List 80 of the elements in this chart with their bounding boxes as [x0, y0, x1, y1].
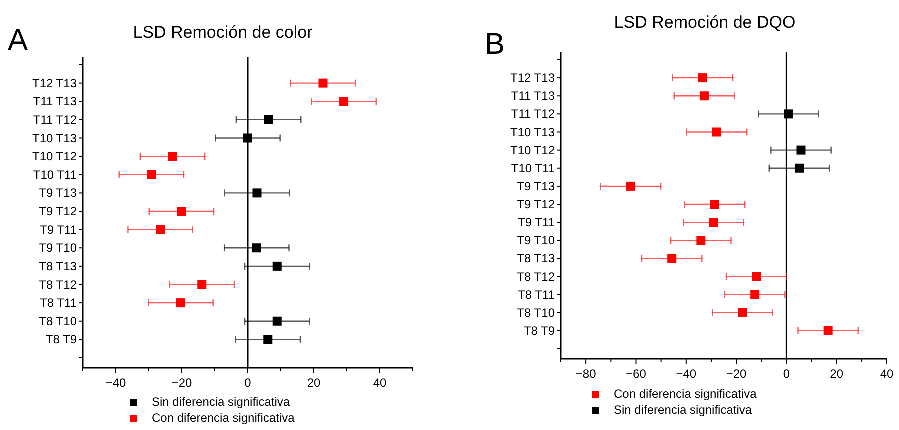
y-tick-label: T10 T12 — [32, 150, 78, 164]
point — [709, 218, 718, 228]
point — [156, 225, 166, 234]
point — [264, 115, 274, 124]
point — [796, 146, 806, 155]
x-tick-label: −20 — [172, 376, 192, 390]
y-tick-label: T11 T12 — [511, 107, 556, 122]
legend-label: Con diferencia significativa — [152, 411, 296, 425]
point — [177, 207, 186, 216]
point — [318, 78, 328, 88]
y-tick-label: T8 T10 — [517, 306, 556, 320]
x-tick-label: 20 — [307, 376, 321, 390]
y-tick-label: T9 T11 — [40, 222, 78, 237]
point — [696, 236, 706, 246]
point — [252, 244, 262, 253]
y-tick-label: T10 T13 — [510, 125, 556, 140]
point — [738, 308, 748, 318]
x-tick-label: −20 — [726, 367, 748, 381]
point — [750, 290, 760, 300]
x-tick-label: 0 — [783, 367, 790, 381]
x-tick-label: −60 — [626, 367, 647, 381]
point — [252, 188, 262, 198]
x-tick-label: −40 — [106, 376, 126, 390]
point — [698, 74, 708, 83]
point — [176, 298, 186, 308]
y-tick-label: T10 T12 — [510, 143, 556, 158]
y-tick-label: T8 T9 — [46, 332, 78, 347]
y-tick-label: T8 T12 — [39, 278, 78, 292]
point — [824, 326, 833, 336]
y-tick-label: T9 T12 — [517, 198, 556, 212]
y-tick-label: T8 T13 — [517, 252, 556, 266]
point — [168, 152, 178, 162]
point — [700, 92, 709, 101]
point — [198, 280, 207, 290]
legend-label: Con diferencia significativa — [614, 387, 758, 401]
y-tick-label: T9 T12 — [39, 204, 78, 218]
chart-title: LSD Remoción de DQO — [614, 13, 796, 32]
y-tick-label: T9 T10 — [517, 234, 556, 248]
x-tick-label: 20 — [830, 367, 844, 381]
point — [668, 254, 677, 264]
point — [272, 316, 282, 326]
y-tick-label: T9 T10 — [39, 241, 78, 256]
legend-label: Sin diferencia significativa — [614, 403, 752, 417]
point — [244, 134, 252, 143]
point — [710, 200, 720, 209]
y-tick-label: T9 T11 — [518, 216, 556, 230]
y-tick-label: T10 T11 — [33, 168, 78, 182]
y-tick-label: T10 T11 — [511, 161, 556, 176]
y-tick-label: T8 T11 — [40, 296, 78, 310]
y-tick-label: T8 T13 — [39, 259, 78, 274]
point — [264, 335, 273, 344]
point — [626, 182, 636, 191]
y-tick-label: T8 T9 — [524, 324, 556, 338]
y-tick-label: T11 T12 — [33, 112, 78, 127]
y-tick-label: T10 T13 — [32, 131, 78, 146]
point — [712, 128, 722, 137]
y-tick-label: T11 T13 — [33, 94, 78, 109]
text: B — [485, 28, 506, 61]
y-tick-label: T8 T12 — [517, 270, 556, 284]
point — [340, 97, 349, 106]
point — [147, 170, 156, 180]
y-tick-label: T12 T13 — [32, 76, 78, 90]
y-tick-label: T9 T13 — [517, 179, 556, 194]
x-tick-label: −80 — [576, 367, 597, 381]
y-tick-label: T12 T13 — [510, 71, 556, 86]
y-tick-label: T9 T13 — [39, 186, 78, 200]
x-tick-label: 40 — [880, 367, 894, 381]
point — [752, 272, 762, 282]
chart-title: LSD Remoción de color — [133, 23, 314, 42]
text: A — [8, 24, 28, 57]
point — [794, 164, 804, 173]
y-tick-label: T11 T13 — [511, 89, 556, 104]
x-tick-label: −40 — [676, 367, 697, 381]
x-tick-label: 40 — [373, 376, 387, 390]
point — [272, 262, 282, 271]
point — [784, 110, 794, 119]
y-tick-label: T8 T11 — [518, 288, 556, 302]
legend-label: Sin diferencia significativa — [152, 395, 290, 409]
x-tick-label: 0 — [244, 376, 252, 390]
y-tick-label: T8 T10 — [39, 314, 78, 328]
